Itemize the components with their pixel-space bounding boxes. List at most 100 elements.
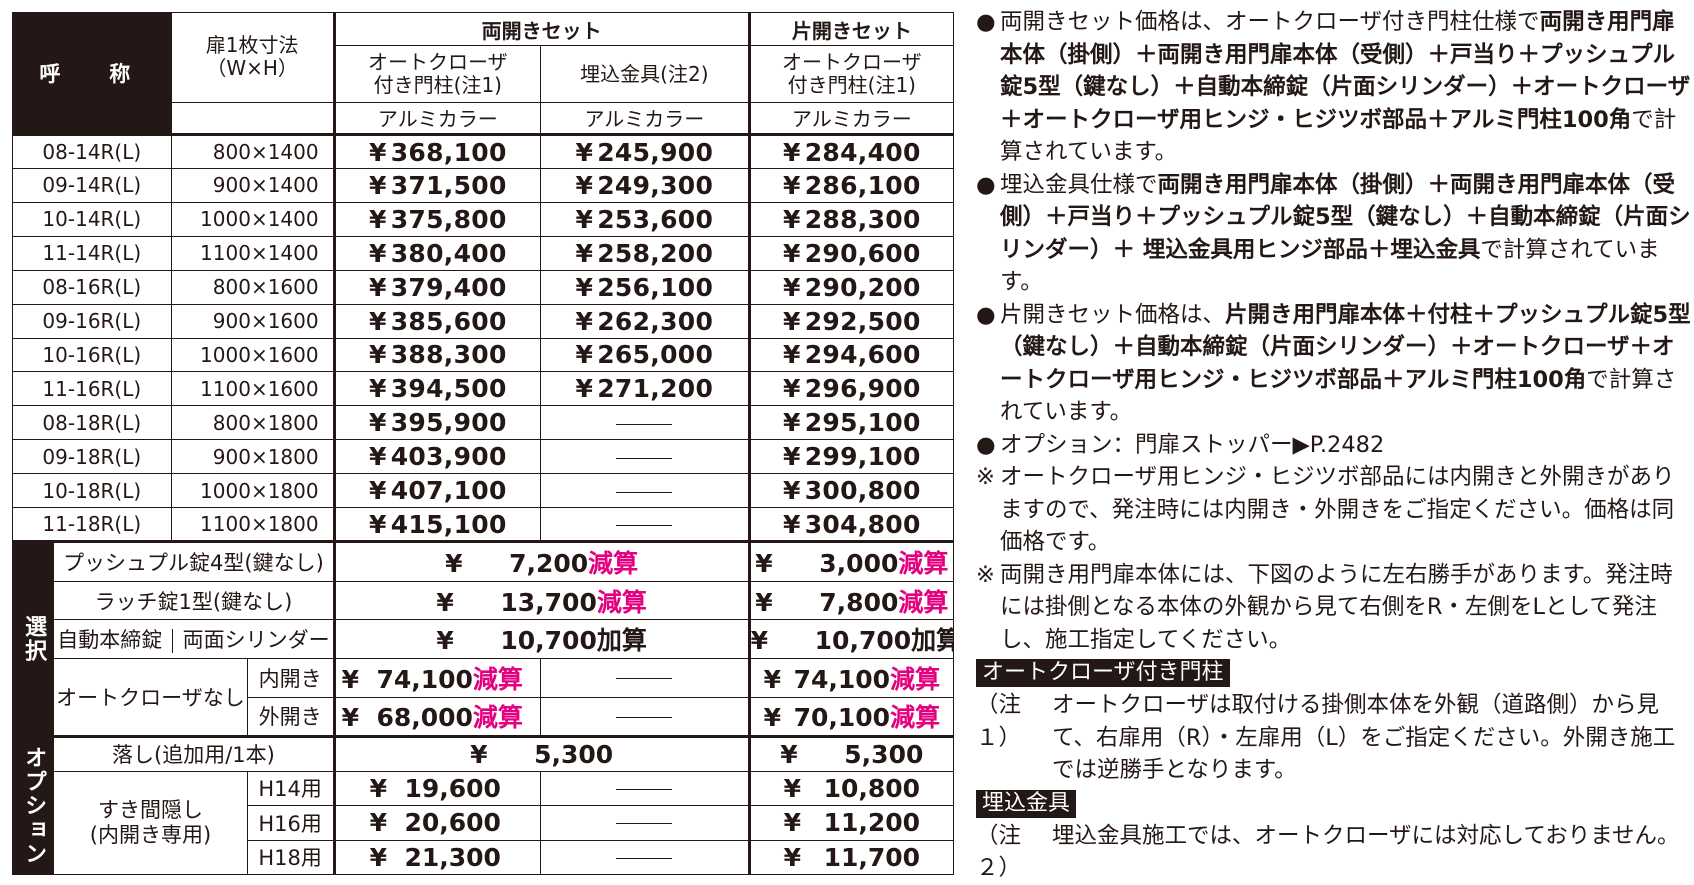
price-value: 256,100 [597, 272, 714, 302]
product-code: 11-16R(L) [12, 371, 172, 407]
product-code: 11-14R(L) [12, 235, 172, 271]
bullet: ● [976, 301, 996, 328]
door-size: 800×1800 [170, 405, 335, 441]
product-code: 10-14R(L) [12, 201, 172, 237]
inward-single-tag: 減算 [890, 664, 941, 694]
header-color-2: アルミカラー [540, 101, 750, 136]
price-double-autocloser: ¥415,100 [332, 507, 542, 543]
table-row: 09-18R(L) 900×1800 ¥403,900 ¥299,100 [12, 439, 955, 475]
latch-double-value: 13,700 [500, 587, 597, 617]
product-code: 09-16R(L) [12, 303, 172, 339]
yen-sign: ¥ [782, 137, 801, 167]
dash [616, 678, 673, 680]
price-double-embedded: ¥245,900 [540, 133, 750, 169]
note-single-set: ● 片開きセット価格は、片開き用門扉本体＋付柱＋プッシュプル錠5型（鍵なし）＋自… [976, 299, 1692, 429]
price-single-autocloser: ¥294,600 [747, 337, 955, 373]
divider [171, 629, 173, 654]
note-text-c: で計算されています。 [1000, 236, 1660, 296]
price-single-autocloser: ¥288,300 [747, 201, 955, 237]
autocloser-line2: 付き門柱(注1) [373, 73, 502, 98]
table-row: 11-16R(L) 1100×1600 ¥394,500 ¥271,200 ¥296,9… [12, 371, 955, 407]
deadbolt-single: ¥10,700加算 [747, 619, 955, 659]
yen-sign: ¥ [368, 137, 387, 167]
yen-sign: ¥ [782, 476, 801, 506]
price-single-autocloser: ¥290,200 [747, 269, 955, 305]
yen-sign: ¥ [763, 703, 781, 733]
h18-embedded [540, 839, 750, 876]
latch-single: ¥7,800減算 [747, 580, 955, 621]
push-pull-single: ¥3,000減算 [747, 540, 955, 582]
bullet: ● [976, 9, 996, 35]
header-autocloser-double: オートクローザ 付き門柱(注1) [332, 45, 542, 103]
no-closer-inward-double: ¥ 74,100減算 [332, 657, 542, 698]
price-value: 265,000 [597, 340, 714, 370]
gap-cover-label-1: すき間隠し [97, 797, 203, 822]
h18-label: H18用 [246, 839, 335, 876]
yen-sign: ¥ [575, 306, 594, 336]
yen-sign: ¥ [782, 340, 801, 370]
yen-sign: ¥ [445, 548, 463, 578]
yen-sign: ¥ [368, 374, 387, 404]
yen-sign: ¥ [369, 773, 388, 803]
product-code: 11-18R(L) [12, 507, 172, 543]
yen-sign: ¥ [368, 170, 387, 200]
yen-sign: ¥ [782, 509, 801, 539]
push-pull-double-tag: 減算 [588, 548, 639, 578]
latch-label: ラッチ錠1型(鍵なし) [53, 580, 335, 621]
price-value: 368,100 [390, 137, 507, 167]
price-value: 262,300 [597, 306, 714, 336]
outward-single-tag: 減算 [890, 703, 941, 733]
yen-sign: ¥ [575, 238, 594, 268]
dash [616, 788, 673, 790]
price-value: 271,200 [597, 374, 714, 404]
deadbolt-double-value: 10,700 [500, 626, 597, 656]
price-value: 295,100 [804, 408, 921, 438]
product-code: 09-14R(L) [12, 168, 172, 203]
header-double-set: 両開きセット [332, 11, 750, 47]
yen-sign: ¥ [368, 408, 387, 438]
yen-sign: ¥ [783, 808, 801, 838]
no-closer-inward-embedded [540, 657, 750, 698]
h14-double-value: 19,600 [404, 773, 501, 803]
note-text: 両開き用門扉本体には、下図のように左右勝手があります。発注時には掛側となる本体の… [1000, 561, 1673, 653]
yen-sign: ¥ [783, 842, 801, 872]
header-size-line1: 扉1枚寸法 [205, 33, 299, 58]
h14-label: H14用 [246, 770, 335, 807]
deadbolt-double: ¥10,700加算 [332, 619, 750, 659]
door-size: 1000×1800 [170, 473, 335, 509]
drop-rod-double: ¥5,300 [332, 735, 750, 772]
product-code: 08-16R(L) [12, 269, 172, 305]
table-row: 08-14R(L) 800×1400 ¥368,100 ¥245,900 ¥284,40… [12, 133, 955, 169]
yen-sign: ¥ [782, 204, 801, 234]
no-closer-outward-single: ¥70,100減算 [747, 696, 955, 738]
price-value: 388,300 [390, 340, 507, 370]
yen-sign: ¥ [575, 137, 594, 167]
outward-label: 外開き [246, 696, 335, 738]
yen-sign: ¥ [782, 306, 801, 336]
door-size: 900×1800 [170, 439, 335, 475]
gap-cover-label-2: (内開き専用) [89, 822, 212, 847]
price-single-autocloser: ¥290,600 [747, 235, 955, 271]
price-double-autocloser: ¥385,600 [332, 303, 542, 339]
price-single-autocloser: ¥300,800 [747, 473, 955, 509]
door-size: 1100×1600 [170, 371, 335, 407]
price-double-embedded [540, 507, 750, 543]
price-double-embedded: ¥262,300 [540, 303, 750, 339]
no-closer-label: オートクローザなし [53, 657, 248, 738]
product-code: 08-14R(L) [12, 133, 172, 169]
h14-single: ¥10,800 [747, 770, 955, 807]
yen-sign: ¥ [782, 170, 801, 200]
section-label-embedded: 埋込金具 [976, 789, 1077, 818]
door-size: 1000×1400 [170, 201, 335, 237]
price-value: 403,900 [390, 442, 507, 472]
yen-sign: ¥ [575, 272, 594, 302]
price-value: 245,900 [597, 137, 714, 167]
note-handedness: ※ 両開き用門扉本体には、下図のように左右勝手があります。発注時には掛側となる本… [976, 559, 1692, 657]
yen-sign: ¥ [368, 238, 387, 268]
table-row: 09-14R(L) 900×1400 ¥371,500 ¥249,300 ¥286,10… [12, 168, 955, 203]
yen-sign: ¥ [368, 204, 387, 234]
inward-single-value: 74,100 [793, 664, 891, 694]
table-row: 08-18R(L) 800×1800 ¥395,900 ¥295,100 [12, 405, 955, 441]
no-closer-inward-single: ¥74,100減算 [747, 657, 955, 698]
autocloser-line1: オートクローザ [782, 50, 922, 75]
